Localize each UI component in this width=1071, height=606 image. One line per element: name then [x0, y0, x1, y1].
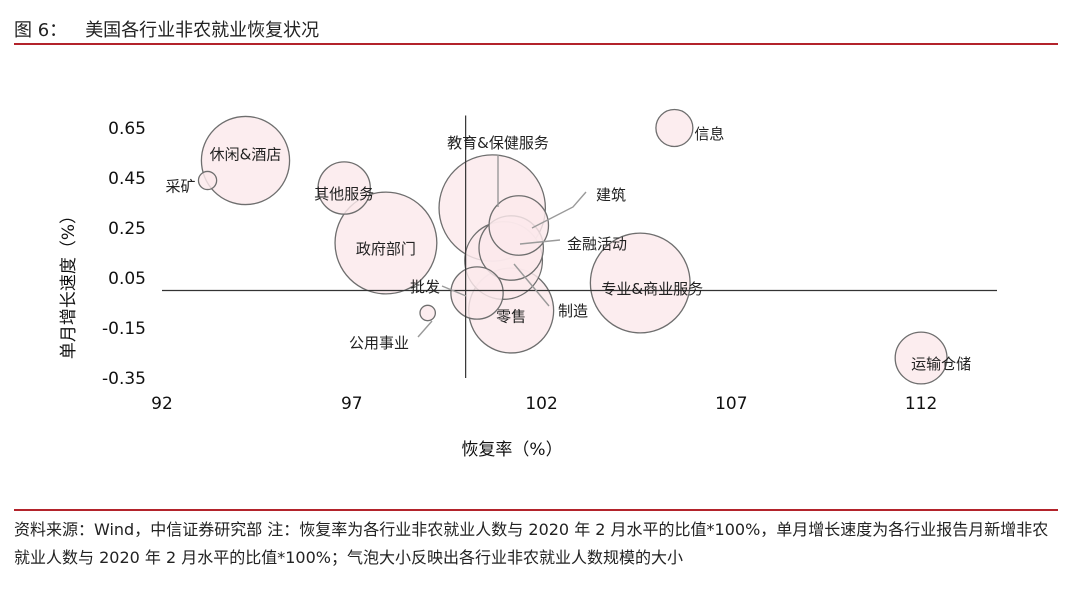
axes-layer: 92 97 102 107 112 0.65 0.45 0.25 0.05 -0.15 -0.35 恢… [59, 115, 997, 460]
bubble-其他服务 [317, 161, 371, 215]
y-tick-label: -0.15 [102, 319, 146, 339]
figure-title: 图 6： 美国各行业非农就业恢复状况 [14, 16, 319, 42]
label-建筑: 建筑 [596, 186, 626, 204]
figure-title-text: 美国各行业非农就业恢复状况 [85, 20, 320, 41]
bubble-运输仓储 [894, 331, 948, 385]
leader-line-建筑 [531, 191, 587, 229]
label-休闲-and-酒店: 休闲&酒店 [210, 146, 282, 164]
x-tick-label: 107 [715, 394, 747, 414]
x-tick-label: 102 [525, 394, 557, 414]
label-制造: 制造 [558, 302, 588, 320]
bubble-采矿 [197, 170, 218, 191]
label-零售: 零售 [496, 308, 526, 326]
label-采矿: 采矿 [166, 178, 196, 196]
label-其他服务: 其他服务 [314, 185, 374, 203]
leader-line-制造 [513, 263, 550, 307]
bubble-批发 [450, 266, 504, 320]
y-axis-title: 单月增长速度（%） [59, 207, 79, 359]
y-tick-label: -0.35 [102, 369, 146, 389]
bubble-公用事业 [419, 304, 437, 322]
bubbles-layer [197, 108, 948, 385]
x-tick-label: 97 [341, 394, 363, 414]
bubble-信息 [655, 108, 694, 148]
label-金融活动: 金融活动 [567, 235, 627, 253]
y-tick-label: 0.65 [108, 119, 146, 139]
label-公用事业: 公用事业 [349, 334, 409, 352]
bubble-政府部门 [334, 191, 438, 295]
bubble-专业-and-商业服务 [589, 232, 691, 334]
y-tick-label: 0.25 [108, 219, 146, 239]
x-tick-label: 92 [151, 394, 173, 414]
leader-line-公用事业 [417, 320, 433, 338]
label-信息: 信息 [694, 125, 724, 143]
leader-line-批发 [441, 285, 467, 297]
x-tick-label: 112 [905, 394, 937, 414]
source-note: 资料来源：Wind，中信证券研究部 注：恢复率为各行业非农就业人数与 2020 … [14, 520, 1049, 567]
y-tick-label: 0.05 [108, 269, 146, 289]
x-axis-title: 恢复率（%） [461, 440, 562, 460]
title-rule [14, 43, 1058, 45]
source-rule [14, 509, 1058, 511]
bubble-建筑 [488, 195, 550, 256]
label-运输仓储: 运输仓储 [911, 355, 971, 373]
bubble-休闲-and-酒店 [200, 115, 291, 206]
label-政府部门: 政府部门 [356, 240, 416, 258]
y-tick-label: 0.45 [108, 169, 146, 189]
label-批发: 批发 [410, 278, 440, 296]
leader-line-金融活动 [519, 239, 561, 245]
label-教育-and-保健服务: 教育&保健服务 [447, 134, 549, 152]
bubble-chart: 92 97 102 107 112 0.65 0.45 0.25 0.05 -0.15 -0.35 恢… [59, 108, 997, 460]
figure-number: 图 6： [14, 20, 68, 41]
label-专业-and-商业服务: 专业&商业服务 [601, 280, 703, 298]
